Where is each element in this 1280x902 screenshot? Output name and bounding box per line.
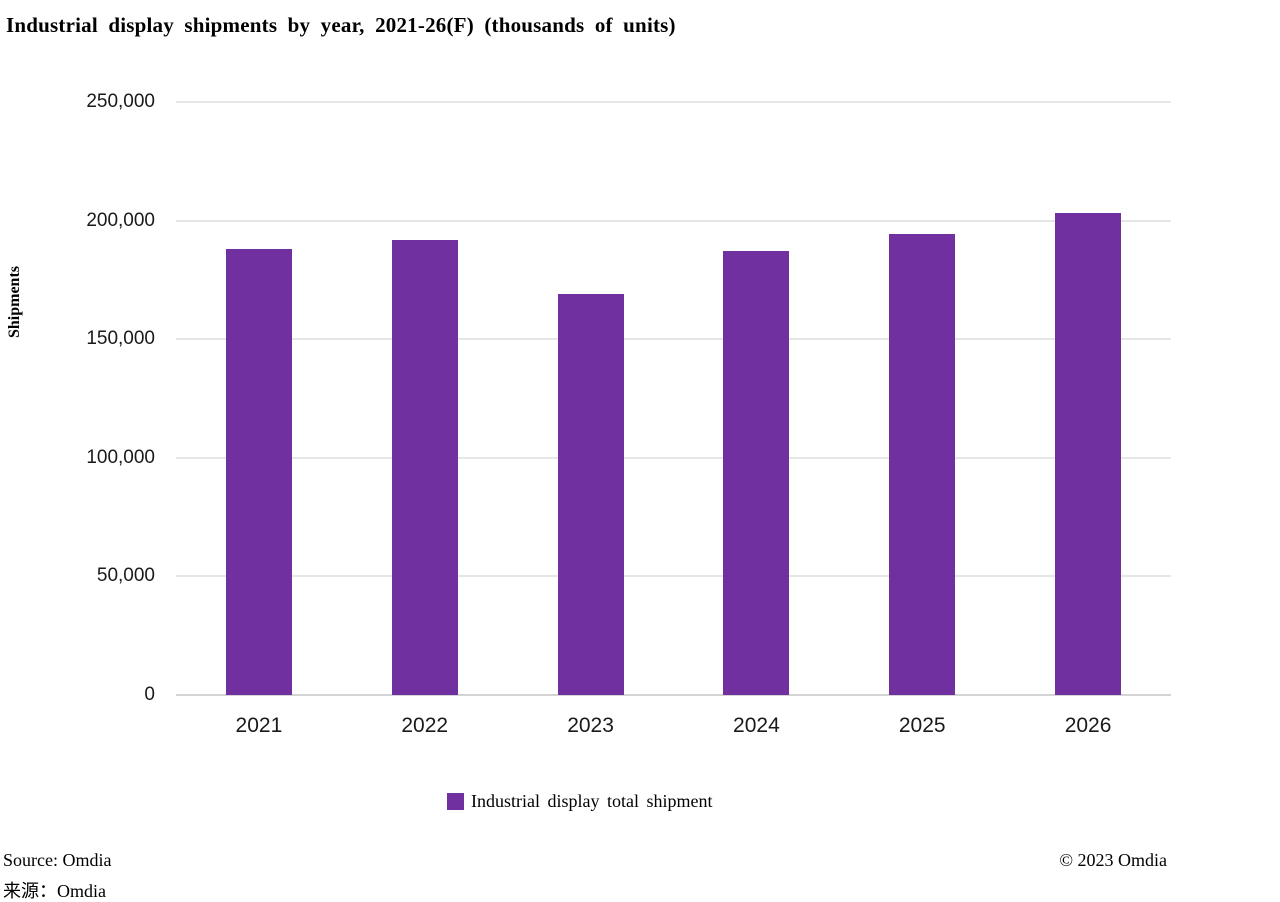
gridline bbox=[176, 456, 1171, 459]
x-tick-label-2026: 2026 bbox=[1064, 714, 1112, 737]
y-tick-label: 200,000 bbox=[86, 209, 155, 231]
bar-slot bbox=[508, 102, 674, 695]
y-tick-label: 250,000 bbox=[86, 91, 155, 112]
bar-2026 bbox=[1055, 213, 1122, 695]
bar-2021 bbox=[225, 249, 292, 695]
bar-slot bbox=[839, 102, 1005, 695]
bar-2024 bbox=[723, 251, 790, 695]
gridline bbox=[176, 219, 1171, 222]
bar-2025 bbox=[889, 233, 956, 695]
source-text-en: Source: Omdia bbox=[3, 850, 112, 870]
y-tick-label: 150,000 bbox=[86, 328, 155, 350]
x-tick-label-2024: 2024 bbox=[733, 714, 780, 737]
x-axis-line bbox=[176, 694, 1171, 696]
x-axis-tick-labels: 2021 2022 2023 2024 2025 2026 bbox=[176, 714, 1171, 738]
chart-title: Industrial display shipments by year, 20… bbox=[6, 13, 676, 37]
bar-slot bbox=[176, 102, 342, 695]
bar-slot bbox=[1005, 102, 1171, 695]
bar-2022 bbox=[391, 239, 458, 695]
bars bbox=[176, 102, 1171, 695]
source-text-zh: 来源：Omdia bbox=[3, 881, 106, 901]
legend-swatch-icon bbox=[447, 793, 464, 810]
y-axis-tick-labels: 0 50,000 100,000 150,000 200,000 250,000 bbox=[0, 91, 155, 705]
y-tick-label: 0 bbox=[144, 684, 155, 705]
legend-label: Industrial display total shipment bbox=[471, 791, 713, 811]
y-tick-label: 100,000 bbox=[86, 446, 155, 468]
copyright-text: © 2023 Omdia bbox=[1059, 850, 1167, 870]
bar-slot bbox=[342, 102, 508, 695]
gridline bbox=[176, 338, 1171, 341]
gridline bbox=[176, 101, 1171, 103]
x-tick-label-2022: 2022 bbox=[401, 714, 449, 737]
x-tick-label-2025: 2025 bbox=[898, 714, 946, 737]
bar-2023 bbox=[557, 294, 624, 695]
x-tick-label-2021: 2021 bbox=[235, 714, 283, 737]
legend: Industrial display total shipment bbox=[447, 791, 712, 812]
y-tick-label: 50,000 bbox=[96, 565, 155, 587]
bar-slot bbox=[673, 102, 839, 695]
plot-area bbox=[176, 101, 1171, 696]
x-tick-label-2023: 2023 bbox=[567, 714, 614, 737]
gridline bbox=[176, 575, 1171, 578]
